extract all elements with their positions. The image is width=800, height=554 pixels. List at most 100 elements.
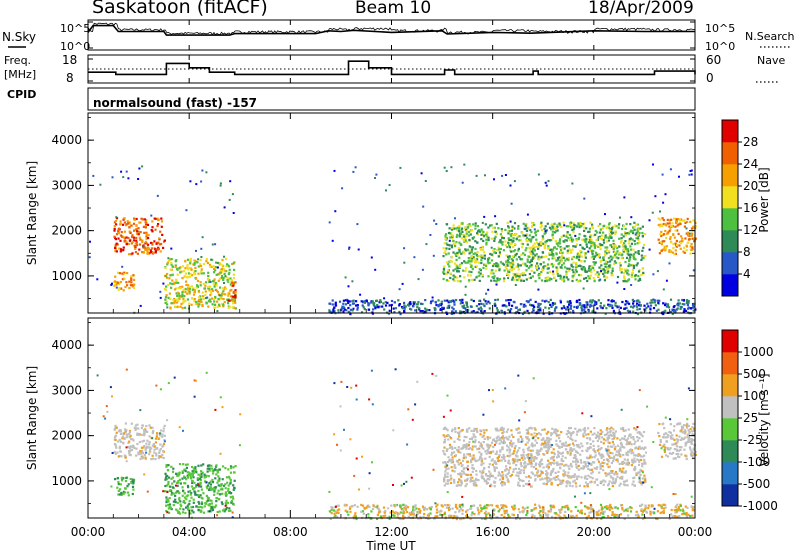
scatter-point bbox=[472, 299, 475, 303]
scatter-point bbox=[565, 235, 568, 238]
scatter-point bbox=[549, 277, 552, 280]
scatter-point bbox=[576, 305, 579, 308]
scatter-point bbox=[198, 495, 201, 499]
scatter-point bbox=[185, 466, 188, 469]
scatter-point bbox=[507, 513, 510, 516]
scatter-point bbox=[464, 479, 467, 482]
scatter-point bbox=[681, 239, 684, 243]
scatter-point bbox=[154, 228, 157, 231]
scatter-point bbox=[484, 504, 487, 507]
scatter-point bbox=[611, 441, 614, 444]
scatter-point bbox=[634, 278, 637, 281]
scatter-point bbox=[567, 258, 570, 262]
scatter-point bbox=[496, 298, 499, 301]
scatter-point bbox=[513, 447, 516, 450]
scatter-point bbox=[506, 259, 509, 262]
scatter-point bbox=[572, 222, 575, 225]
scatter-point bbox=[623, 517, 626, 521]
scatter-point bbox=[603, 304, 606, 307]
scatter-point bbox=[550, 478, 553, 481]
scatter-point bbox=[580, 306, 583, 309]
scatter-point bbox=[157, 457, 160, 460]
scatter-point bbox=[190, 472, 193, 475]
scatter-point bbox=[464, 285, 467, 288]
scatter-point bbox=[207, 510, 210, 513]
scatter-point bbox=[628, 239, 631, 243]
scatter-point bbox=[534, 280, 537, 283]
scatter-point bbox=[219, 184, 222, 187]
scatter-point bbox=[492, 513, 495, 516]
scatter-point bbox=[155, 435, 158, 438]
scatter-point bbox=[144, 242, 147, 245]
scatter-point bbox=[200, 180, 203, 183]
scatter-point bbox=[224, 275, 227, 278]
scatter-point bbox=[153, 448, 156, 451]
scatter-point bbox=[627, 242, 630, 245]
scatter-point bbox=[568, 239, 571, 242]
scatter-point bbox=[624, 246, 627, 249]
scatter-point bbox=[508, 304, 511, 307]
scatter-point bbox=[613, 251, 616, 254]
scatter-point bbox=[478, 299, 481, 302]
scatter-point bbox=[505, 509, 508, 512]
scatter-point bbox=[196, 279, 200, 283]
scatter-point bbox=[454, 268, 457, 271]
scatter-point bbox=[570, 263, 573, 266]
scatter-point bbox=[211, 478, 214, 481]
scatter-point bbox=[632, 302, 635, 305]
scatter-point bbox=[201, 471, 204, 474]
noise-right-label: N.Search bbox=[745, 30, 795, 43]
scatter-point bbox=[194, 266, 197, 269]
scatter-point bbox=[567, 480, 570, 483]
scatter-point bbox=[518, 511, 521, 514]
scatter-point bbox=[233, 281, 236, 284]
scatter-point bbox=[211, 469, 214, 473]
scatter-point bbox=[442, 461, 445, 464]
scatter-point bbox=[498, 265, 501, 268]
scatter-point bbox=[156, 432, 159, 435]
scatter-point bbox=[169, 489, 172, 492]
scatter-point bbox=[348, 311, 351, 314]
scatter-point bbox=[419, 302, 423, 305]
scatter-point bbox=[535, 517, 538, 521]
scatter-point bbox=[550, 223, 553, 226]
scatter-point bbox=[506, 437, 509, 441]
scatter-point bbox=[619, 513, 623, 516]
scatter-point bbox=[556, 444, 559, 447]
scatter-point bbox=[204, 284, 207, 287]
scatter-point bbox=[599, 278, 602, 281]
scatter-point bbox=[547, 307, 551, 310]
scatter-point bbox=[507, 471, 510, 474]
scatter-point bbox=[602, 516, 605, 519]
scatter-point bbox=[510, 473, 514, 476]
scatter-point bbox=[195, 485, 198, 488]
scatter-point bbox=[529, 476, 532, 479]
scatter-point bbox=[184, 482, 187, 485]
scatter-point bbox=[505, 260, 508, 263]
scatter-point bbox=[114, 275, 117, 278]
scatter-point bbox=[459, 264, 462, 267]
scatter-point bbox=[469, 265, 473, 268]
scatter-point bbox=[456, 276, 459, 279]
scatter-point bbox=[169, 485, 172, 488]
scatter-point bbox=[580, 223, 583, 226]
scatter-point bbox=[609, 260, 612, 263]
scatter-point bbox=[512, 237, 515, 240]
scatter-point bbox=[626, 300, 629, 303]
scatter-point bbox=[592, 234, 595, 237]
scatter-point bbox=[182, 489, 185, 492]
scatter-point bbox=[133, 218, 136, 221]
scatter-point bbox=[562, 444, 565, 447]
scatter-point bbox=[348, 300, 351, 303]
scatter-point bbox=[635, 510, 638, 513]
scatter-point bbox=[438, 510, 441, 513]
scatter-point bbox=[552, 270, 555, 273]
scatter-point bbox=[522, 509, 525, 512]
scatter-point bbox=[642, 462, 645, 465]
scatter-point bbox=[165, 465, 168, 468]
scatter-point bbox=[568, 443, 572, 446]
scatter-point bbox=[461, 459, 465, 462]
scatter-point bbox=[473, 513, 476, 516]
scatter-point bbox=[625, 463, 628, 466]
scatter-point bbox=[165, 464, 168, 467]
